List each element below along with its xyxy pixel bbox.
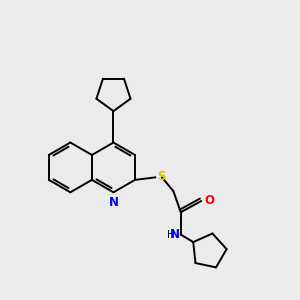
Text: H: H (167, 230, 174, 240)
Text: O: O (204, 194, 214, 206)
Text: S: S (158, 170, 166, 183)
Text: N: N (170, 228, 180, 241)
Text: N: N (109, 196, 118, 209)
